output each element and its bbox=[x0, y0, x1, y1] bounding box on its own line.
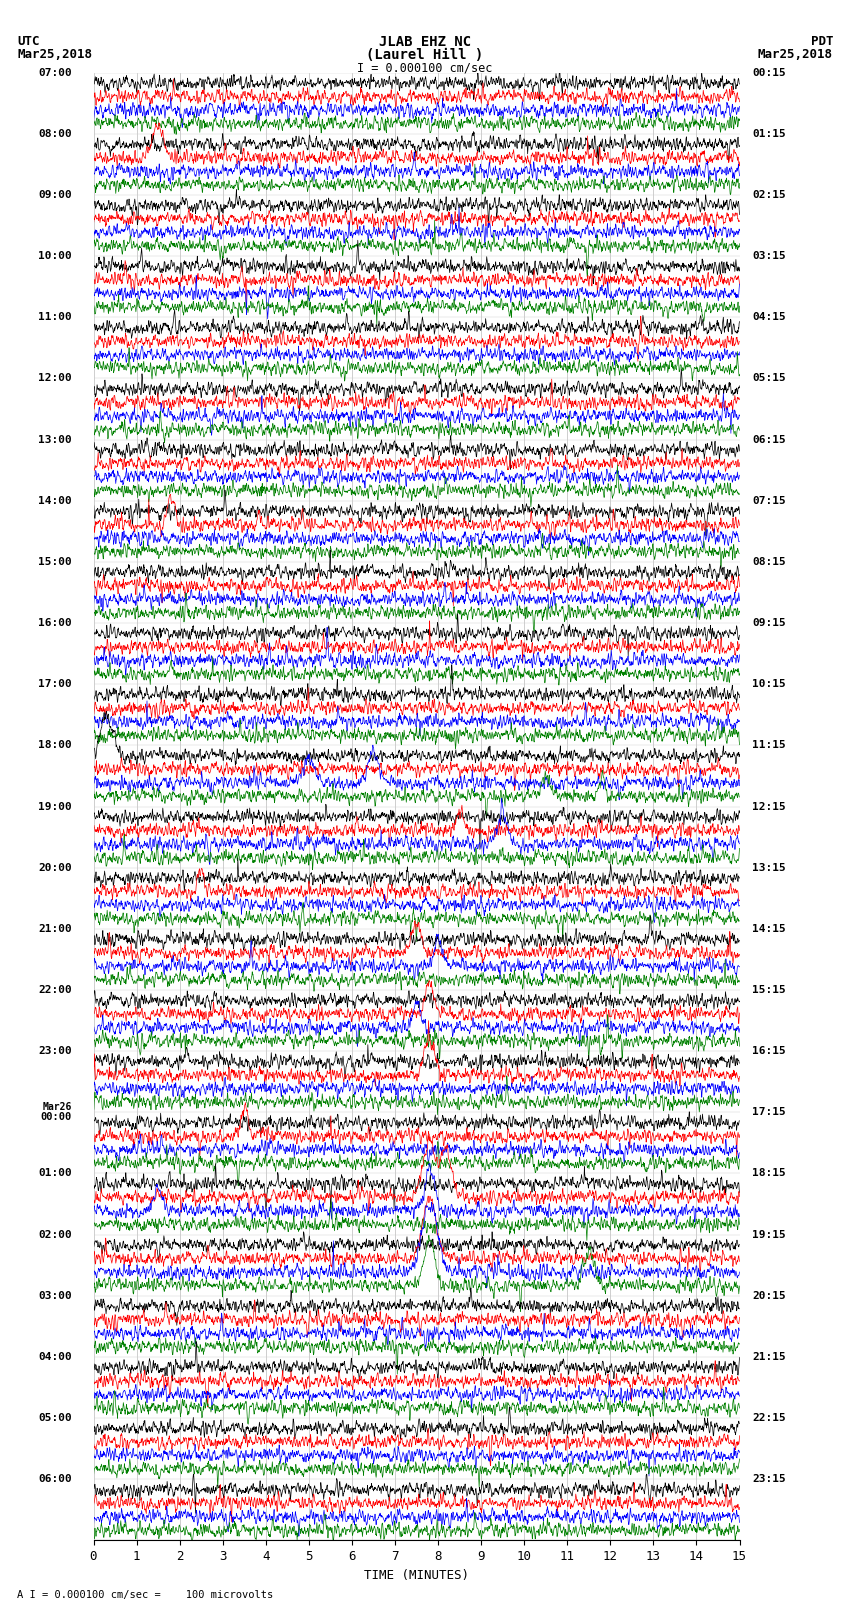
Text: UTC: UTC bbox=[17, 35, 39, 48]
Text: 01:15: 01:15 bbox=[752, 129, 786, 139]
Text: 09:15: 09:15 bbox=[752, 618, 786, 627]
Text: PDT: PDT bbox=[811, 35, 833, 48]
Text: 03:00: 03:00 bbox=[38, 1290, 72, 1300]
Text: 10:00: 10:00 bbox=[38, 252, 72, 261]
Text: Mar25,2018: Mar25,2018 bbox=[17, 48, 92, 61]
Text: 17:00: 17:00 bbox=[38, 679, 72, 689]
Text: 13:15: 13:15 bbox=[752, 863, 786, 873]
Text: 18:15: 18:15 bbox=[752, 1168, 786, 1179]
Text: 04:15: 04:15 bbox=[752, 313, 786, 323]
Text: A I = 0.000100 cm/sec =    100 microvolts: A I = 0.000100 cm/sec = 100 microvolts bbox=[17, 1590, 273, 1600]
Text: 18:00: 18:00 bbox=[38, 740, 72, 750]
Text: 15:15: 15:15 bbox=[752, 986, 786, 995]
Text: 00:15: 00:15 bbox=[752, 68, 786, 77]
Text: 16:00: 16:00 bbox=[38, 618, 72, 627]
Text: 08:00: 08:00 bbox=[38, 129, 72, 139]
Text: 14:15: 14:15 bbox=[752, 924, 786, 934]
Text: 12:15: 12:15 bbox=[752, 802, 786, 811]
Text: 05:00: 05:00 bbox=[38, 1413, 72, 1423]
Text: 08:15: 08:15 bbox=[752, 556, 786, 566]
Text: 15:00: 15:00 bbox=[38, 556, 72, 566]
Text: 22:15: 22:15 bbox=[752, 1413, 786, 1423]
Text: 05:15: 05:15 bbox=[752, 373, 786, 384]
Text: 12:00: 12:00 bbox=[38, 373, 72, 384]
Text: 19:00: 19:00 bbox=[38, 802, 72, 811]
Text: 14:00: 14:00 bbox=[38, 495, 72, 506]
Text: I = 0.000100 cm/sec: I = 0.000100 cm/sec bbox=[357, 61, 493, 74]
Text: Mar26: Mar26 bbox=[42, 1102, 72, 1113]
Text: 02:00: 02:00 bbox=[38, 1229, 72, 1240]
Text: 23:15: 23:15 bbox=[752, 1474, 786, 1484]
Text: (Laurel Hill ): (Laurel Hill ) bbox=[366, 48, 484, 63]
Text: 07:00: 07:00 bbox=[38, 68, 72, 77]
Text: 02:15: 02:15 bbox=[752, 190, 786, 200]
Text: 16:15: 16:15 bbox=[752, 1047, 786, 1057]
Text: 19:15: 19:15 bbox=[752, 1229, 786, 1240]
Text: 00:00: 00:00 bbox=[41, 1113, 72, 1123]
Text: 21:15: 21:15 bbox=[752, 1352, 786, 1361]
Text: 21:00: 21:00 bbox=[38, 924, 72, 934]
Text: 06:15: 06:15 bbox=[752, 434, 786, 445]
Text: 11:15: 11:15 bbox=[752, 740, 786, 750]
Text: 07:15: 07:15 bbox=[752, 495, 786, 506]
Text: 13:00: 13:00 bbox=[38, 434, 72, 445]
Text: 22:00: 22:00 bbox=[38, 986, 72, 995]
Text: 01:00: 01:00 bbox=[38, 1168, 72, 1179]
X-axis label: TIME (MINUTES): TIME (MINUTES) bbox=[364, 1569, 469, 1582]
Text: 04:00: 04:00 bbox=[38, 1352, 72, 1361]
Text: 11:00: 11:00 bbox=[38, 313, 72, 323]
Text: 20:15: 20:15 bbox=[752, 1290, 786, 1300]
Text: Mar25,2018: Mar25,2018 bbox=[758, 48, 833, 61]
Text: 23:00: 23:00 bbox=[38, 1047, 72, 1057]
Text: JLAB EHZ NC: JLAB EHZ NC bbox=[379, 35, 471, 50]
Text: 09:00: 09:00 bbox=[38, 190, 72, 200]
Text: 06:00: 06:00 bbox=[38, 1474, 72, 1484]
Text: 20:00: 20:00 bbox=[38, 863, 72, 873]
Text: 03:15: 03:15 bbox=[752, 252, 786, 261]
Text: 17:15: 17:15 bbox=[752, 1107, 786, 1118]
Text: 10:15: 10:15 bbox=[752, 679, 786, 689]
